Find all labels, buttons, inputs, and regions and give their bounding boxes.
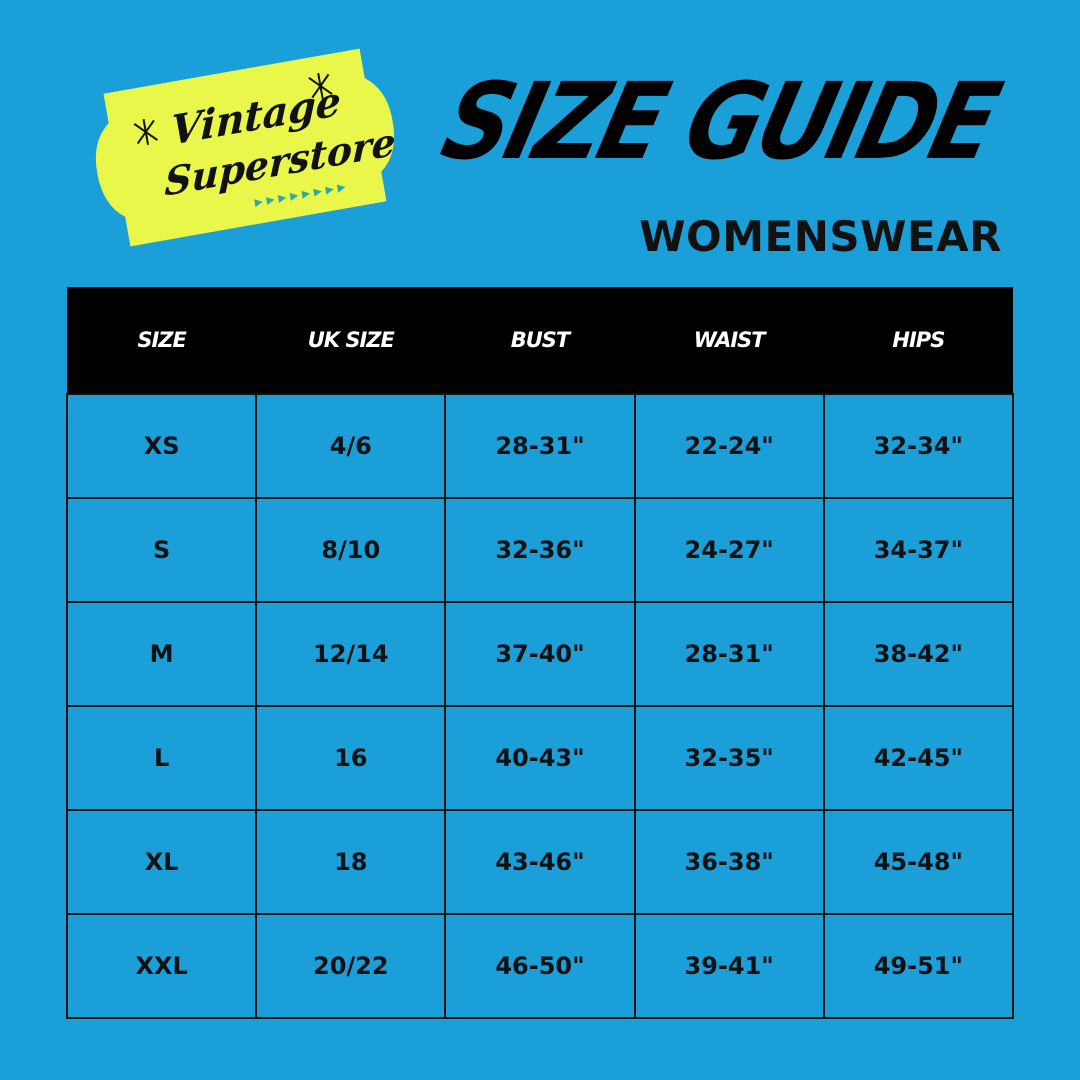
cell-size: XL xyxy=(65,809,258,915)
size-table: SIZE UK SIZE BUST WAIST HIPS XS 4/6 28-31"… xyxy=(65,287,1015,1019)
page-title: SIZE GUIDE xyxy=(431,60,1008,184)
cell-bust: 40-43" xyxy=(444,705,636,811)
logo-badge-shape xyxy=(95,48,395,247)
table-row: S 8/10 32-36" 24-27" 34-37" xyxy=(65,497,1015,603)
cell-hips: 32-34" xyxy=(822,393,1015,499)
cell-waist: 36-38" xyxy=(633,809,825,915)
header-hips: HIPS xyxy=(823,287,1013,394)
sparkle-icon xyxy=(133,72,333,145)
cell-uk-size: 18 xyxy=(255,809,447,915)
cell-hips: 49-51" xyxy=(822,913,1015,1019)
table-row: XXL 20/22 46-50" 39-41" 49-51" xyxy=(65,913,1015,1019)
cell-hips: 45-48" xyxy=(822,809,1015,915)
cell-size: L xyxy=(65,705,258,811)
cell-bust: 37-40" xyxy=(444,601,636,707)
cell-bust: 28-31" xyxy=(444,393,636,499)
cell-uk-size: 16 xyxy=(255,705,447,811)
cell-bust: 46-50" xyxy=(444,913,636,1019)
header-waist: WAIST xyxy=(634,287,824,394)
cell-waist: 39-41" xyxy=(633,913,825,1019)
header-uk-size: UK SIZE xyxy=(256,287,446,394)
table-row: L 16 40-43" 32-35" 42-45" xyxy=(65,705,1015,811)
vintage-superstore-logo: Vintage Superstore xyxy=(82,35,408,259)
table-row: M 12/14 37-40" 28-31" 38-42" xyxy=(65,601,1015,707)
cell-bust: 32-36" xyxy=(444,497,636,603)
page-subtitle: WOMENSWEAR xyxy=(639,212,1002,261)
cell-uk-size: 12/14 xyxy=(255,601,447,707)
cell-size: M xyxy=(65,601,258,707)
cell-size: S xyxy=(65,497,258,603)
cell-waist: 32-35" xyxy=(633,705,825,811)
table-row: XL 18 43-46" 36-38" 45-48" xyxy=(65,809,1015,915)
cell-waist: 24-27" xyxy=(633,497,825,603)
cell-hips: 34-37" xyxy=(822,497,1015,603)
table-row: XS 4/6 28-31" 22-24" 32-34" xyxy=(65,393,1015,499)
cell-uk-size: 20/22 xyxy=(255,913,447,1019)
cell-hips: 42-45" xyxy=(822,705,1015,811)
cell-size: XXL xyxy=(65,913,258,1019)
cell-waist: 28-31" xyxy=(633,601,825,707)
cell-size: XS xyxy=(65,393,258,499)
table-header-row: SIZE UK SIZE BUST WAIST HIPS xyxy=(67,287,1013,394)
cell-hips: 38-42" xyxy=(822,601,1015,707)
cell-uk-size: 8/10 xyxy=(255,497,447,603)
header-size: SIZE xyxy=(67,287,257,394)
cell-waist: 22-24" xyxy=(633,393,825,499)
header-bust: BUST xyxy=(445,287,635,394)
cell-bust: 43-46" xyxy=(444,809,636,915)
cell-uk-size: 4/6 xyxy=(255,393,447,499)
